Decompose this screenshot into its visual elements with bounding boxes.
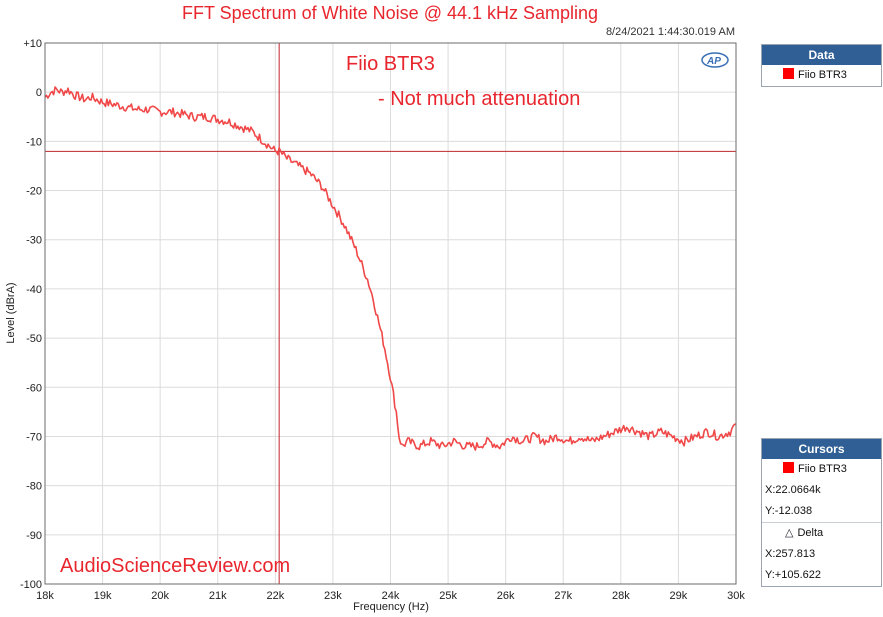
x-tick-label: 21k (209, 590, 227, 602)
delta-label: Delta (797, 527, 824, 539)
x-tick-label: 18k (36, 590, 54, 602)
plot-frame (44, 42, 737, 585)
cursor-y-readout: Y:-12.038 (765, 505, 813, 517)
y-tick-label: -80 (26, 481, 42, 493)
annotation-device-name: Fiio BTR3 (346, 53, 435, 75)
data-legend-item[interactable]: Fiio BTR3 (762, 65, 881, 86)
chart-title: FFT Spectrum of White Noise @ 44.1 kHz S… (181, 3, 599, 23)
data-panel: Data Fiio BTR3 (761, 44, 882, 87)
y-tick-label: -90 (26, 530, 42, 542)
cursor-x-readout: X:22.0664k (765, 484, 821, 496)
y-tick-label: -50 (26, 333, 42, 345)
cursor-series-label: Fiio BTR3 (798, 463, 847, 475)
watermark-text: AudioScienceReview.com (60, 555, 290, 577)
y-tick-label: 0 (36, 87, 42, 99)
y-tick-label: -100 (20, 579, 42, 591)
data-panel-header: Data (762, 45, 881, 65)
x-tick-label: 28k (612, 590, 630, 602)
y-tick-label: -30 (26, 235, 42, 247)
x-tick-label: 27k (554, 590, 572, 602)
cursors-panel: Cursors Fiio BTR3 X:22.0664k Y:-12.038 △… (761, 438, 882, 587)
delta-item[interactable]: △ Delta (762, 522, 881, 544)
x-tick-label: 23k (324, 590, 342, 602)
x-tick-label: 26k (497, 590, 515, 602)
x-tick-label: 19k (94, 590, 112, 602)
series-layer (44, 86, 737, 451)
delta-y-readout: Y:+105.622 (765, 569, 821, 581)
delta-triangle-icon: △ (785, 527, 794, 539)
y-tick-label: +10 (23, 38, 42, 50)
y-tick-label: -20 (26, 186, 42, 198)
x-tick-label: 22k (266, 590, 284, 602)
data-legend-label: Fiio BTR3 (798, 69, 847, 81)
annotation-attenuation-note: - Not much attenuation (378, 88, 580, 110)
cursor-lines (45, 43, 736, 584)
tick-labels: 18k 19k 20k 21k 22k 23k 24k 25k 26k 27k 28k 29k 30k +… (20, 38, 745, 602)
y-tick-label: -60 (26, 382, 42, 394)
x-tick-label: 25k (439, 590, 457, 602)
timestamp: 8/24/2021 1:44:30.019 AM (605, 26, 735, 38)
y-tick-label: -10 (26, 136, 42, 148)
chart-area: 18k 19k 20k 21k 22k 23k 24k 25k 26k 27k 28k 29k 30k +… (5, 38, 745, 613)
x-tick-label: 20k (151, 590, 169, 602)
x-tick-label: 29k (670, 590, 688, 602)
x-tick-label: 30k (727, 590, 745, 602)
delta-x-readout: X:257.813 (765, 548, 816, 560)
x-tick-label: 24k (382, 590, 400, 602)
y-tick-label: -40 (26, 284, 42, 296)
y-tick-label: -70 (26, 431, 42, 443)
x-axis-label: Frequency (Hz) (353, 601, 429, 613)
cursor-series-swatch (783, 462, 794, 473)
cursors-panel-header: Cursors (762, 439, 881, 459)
y-axis-label: Level (dBrA) (5, 282, 17, 343)
ap-logo: AP (701, 52, 729, 68)
series-color-swatch (783, 68, 794, 79)
cursor-series-item[interactable]: Fiio BTR3 (762, 459, 881, 480)
series-line-fiio-btr3 (44, 86, 737, 451)
ap-logo-text: AP (706, 56, 721, 67)
grid (44, 42, 737, 585)
